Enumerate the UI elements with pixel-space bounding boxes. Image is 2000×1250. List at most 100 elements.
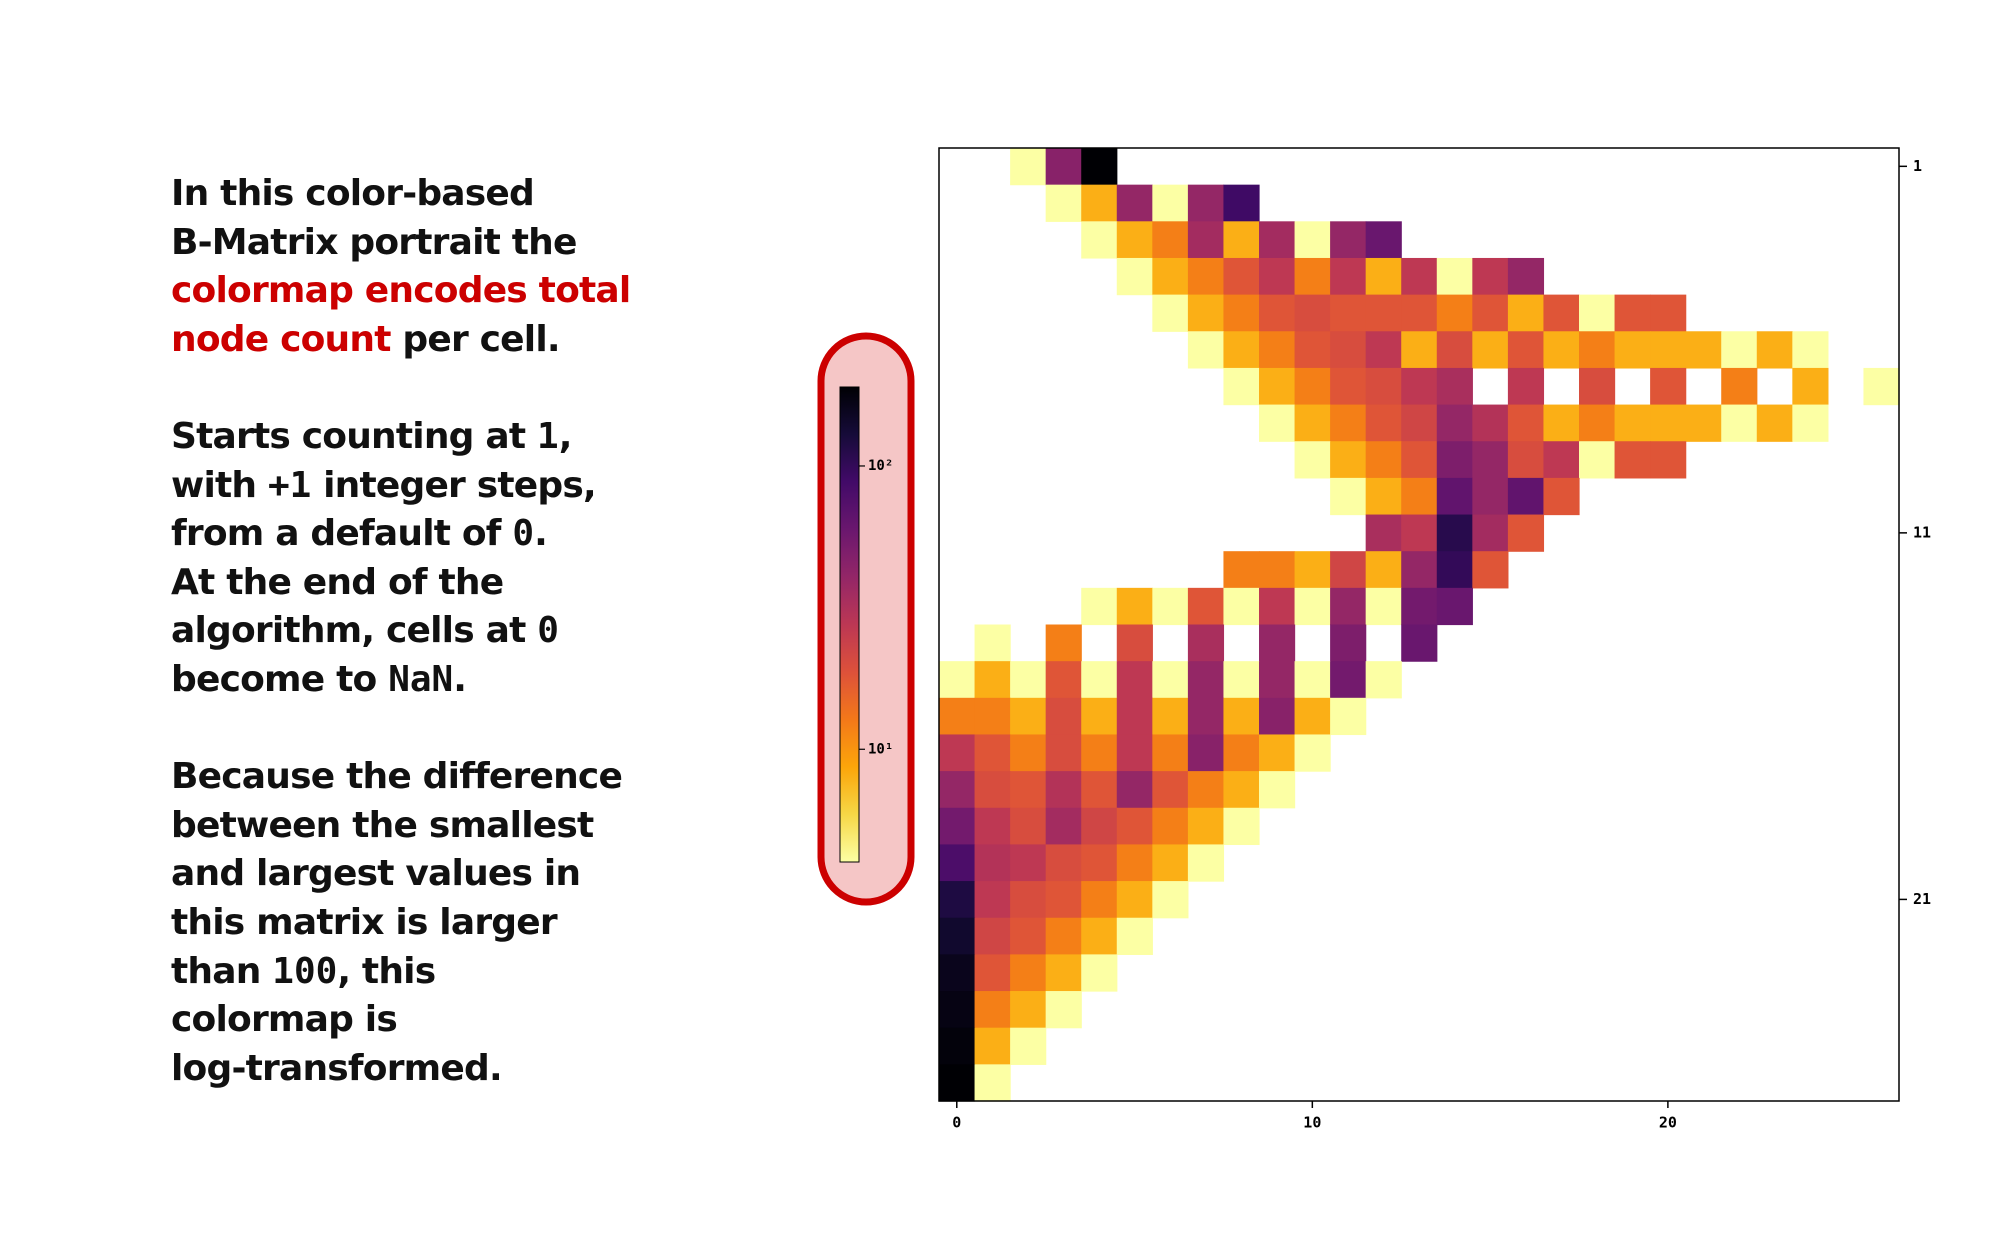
heatmap-cell: [1436, 367, 1473, 406]
heatmap-cell: [1081, 844, 1118, 882]
text-span: and largest values in: [171, 853, 581, 895]
heatmap-cell: [1436, 551, 1473, 589]
heatmap-cell: [939, 954, 976, 992]
text-span: become to: [171, 658, 389, 700]
highlight-text: colormap encodes total: [171, 270, 631, 312]
heatmap-cell: [1223, 587, 1260, 626]
text-line: colormap encodes total: [171, 267, 631, 316]
heatmap-cell: [1045, 881, 1082, 919]
heatmap-cell: [1081, 661, 1118, 699]
heatmap-cell: [1223, 697, 1260, 736]
heatmap-cell: [1259, 661, 1296, 699]
code-text: 0: [512, 513, 535, 555]
heatmap-cell: [1365, 404, 1402, 442]
heatmap-cell: [1152, 734, 1189, 772]
heatmap-cell: [1330, 367, 1367, 406]
heatmap-cell: [1543, 477, 1580, 516]
heatmap-cell: [1045, 661, 1082, 699]
heatmap-cell: [1045, 807, 1082, 846]
heatmap-cell: [1365, 514, 1402, 552]
plot-frame: [938, 147, 1900, 1102]
heatmap-cell: [1152, 587, 1189, 626]
heatmap-cell: [1401, 477, 1438, 516]
heatmap-cell: [1472, 477, 1509, 516]
heatmap-cell: [1294, 661, 1331, 699]
heatmap-cell: [1259, 734, 1296, 772]
heatmap-cell: [1081, 954, 1118, 992]
text-span: In this color-based: [171, 173, 535, 214]
heatmap-cell: [1294, 734, 1331, 772]
heatmap-cell: [974, 734, 1011, 772]
heatmap-cell: [1294, 551, 1331, 589]
heatmap-cell: [974, 1064, 1011, 1102]
heatmap-cell: [1650, 404, 1687, 442]
text-span: B-Matrix portrait the: [171, 221, 577, 263]
heatmap-cell: [1330, 404, 1367, 442]
heatmap-cell: [1330, 587, 1367, 626]
x-tick-label: 10: [1303, 1114, 1321, 1132]
heatmap-cell: [1223, 771, 1260, 809]
heatmap-cell: [1081, 697, 1118, 736]
heatmap-cell: [1650, 441, 1687, 479]
heatmap-cell: [1152, 807, 1189, 846]
heatmap-cell: [974, 991, 1011, 1029]
heatmap-cell: [1223, 184, 1260, 222]
heatmap-cell: [1116, 697, 1153, 736]
heatmap-cell: [1259, 404, 1296, 442]
heatmap-cell: [1401, 294, 1438, 332]
heatmap-cell: [1294, 331, 1331, 369]
code-text: NaN: [388, 658, 454, 700]
heatmap-cell: [1259, 624, 1296, 662]
text-line: Because the difference: [171, 753, 630, 802]
heatmap-cell: [1436, 404, 1473, 442]
heatmap-cell: [1010, 917, 1047, 955]
heatmap-cell: [1472, 404, 1509, 442]
heatmap-cell: [939, 807, 976, 846]
heatmap-cell: [1045, 954, 1082, 992]
heatmap-cell: [1365, 441, 1402, 479]
heatmap-cell: [1081, 734, 1118, 772]
heatmap-cell: [1507, 404, 1545, 442]
text-line: algorithm, cells at 0: [171, 607, 630, 656]
text-span: integer steps,: [311, 464, 597, 506]
heatmap-cell: [1472, 294, 1509, 332]
text-line: log-transformed.: [171, 1045, 630, 1094]
heatmap-cell: [939, 917, 976, 955]
x-tick-label: 0: [952, 1114, 961, 1132]
heatmap-cell: [1081, 807, 1118, 846]
heatmap-cell: [1365, 367, 1402, 406]
heatmap-cell: [1330, 624, 1367, 662]
heatmap-cell: [1152, 771, 1189, 809]
heatmap-cell: [1436, 514, 1473, 552]
heatmap-cell: [939, 991, 976, 1029]
heatmap-cell: [1401, 331, 1438, 369]
heatmap-cell: [1401, 441, 1438, 479]
heatmap-cell: [1152, 257, 1189, 296]
heatmap-cell: [1401, 624, 1438, 662]
text-line: with +1 integer steps,: [171, 462, 630, 511]
heatmap-cell: [1507, 294, 1545, 332]
heatmap-cell: [974, 881, 1011, 919]
heatmap-cell: [974, 697, 1011, 736]
heatmap-cell: [1330, 331, 1367, 369]
heatmap-cell: [1187, 697, 1225, 736]
heatmap-cell: [1472, 441, 1509, 479]
text-line: between the smallest: [171, 802, 630, 851]
heatmap-cell: [1579, 294, 1616, 332]
heatmap-cell: [1259, 551, 1296, 589]
text-span: .: [453, 658, 467, 700]
heatmap-cell: [1792, 367, 1829, 406]
heatmap-cell: [1081, 587, 1118, 626]
heatmap-cell: [1685, 331, 1722, 369]
heatmap-cell: [1223, 734, 1260, 772]
heatmap-cell: [1152, 697, 1189, 736]
text-span: with: [171, 464, 268, 506]
heatmap-cell: [1223, 294, 1260, 332]
heatmap-cell: [1365, 257, 1402, 296]
heatmap-cell: [1010, 1027, 1047, 1065]
heatmap-cell: [1116, 257, 1153, 296]
heatmap-cell: [1436, 331, 1473, 369]
heatmap-cell: [1294, 294, 1331, 332]
heatmap-cell: [1187, 587, 1225, 626]
